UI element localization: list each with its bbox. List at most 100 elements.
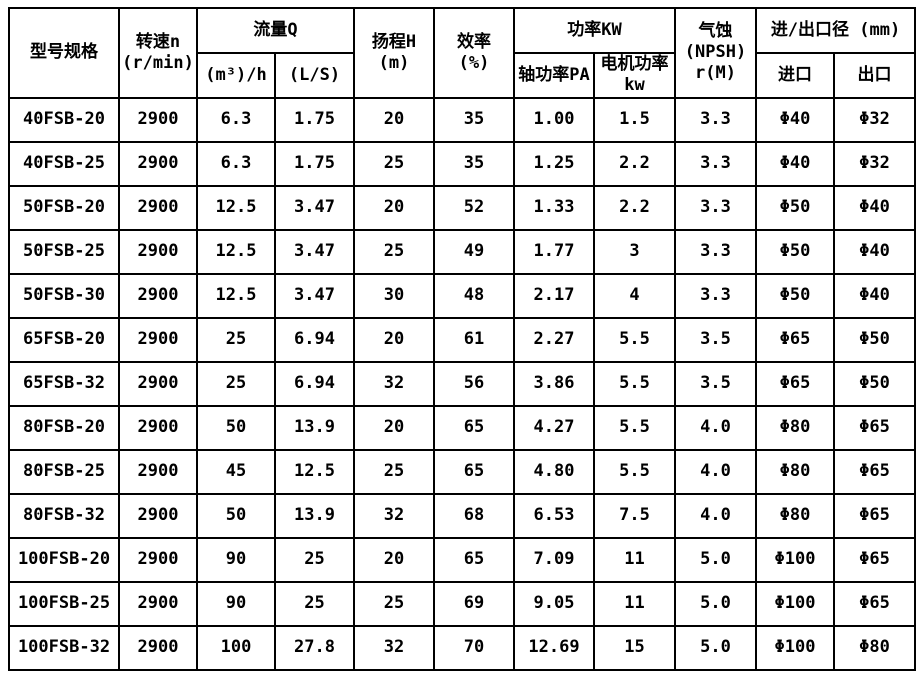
table-row: 40FSB-20 2900 6.3 1.75 20 35 1.00 1.5 3.3 Φ40 Φ32 (8, 96, 917, 143)
table-cell: Φ65 (833, 580, 917, 627)
table-row: 40FSB-25 2900 6.3 1.75 25 35 1.25 2.2 3.3 Φ40 Φ32 (8, 140, 917, 187)
table-cell: Φ50 (755, 228, 836, 275)
table-cell: 6.3 (196, 96, 276, 143)
table-cell: 20 (353, 404, 435, 451)
table-cell: 2900 (118, 96, 198, 143)
table-cell: 5.0 (674, 624, 758, 671)
table-cell: 50 (196, 492, 276, 539)
table-cell: 32 (353, 360, 435, 407)
table-cell: Φ65 (833, 404, 917, 451)
table-cell: Φ50 (755, 272, 836, 319)
table-cell: 5.5 (592, 360, 677, 407)
table-cell: 70 (433, 624, 515, 671)
table-cell: 61 (433, 316, 515, 363)
table-cell: 65FSB-20 (8, 316, 120, 363)
table-cell: 25 (353, 140, 435, 187)
header-ports: 进/出口径 (mm) (755, 7, 917, 54)
header-npsh: 气蚀 (NPSH) r(M) (674, 7, 758, 99)
table-cell: 12.5 (274, 448, 355, 495)
table-cell: Φ65 (833, 536, 917, 583)
table-cell: 50FSB-25 (8, 228, 120, 275)
table-cell: Φ100 (755, 536, 836, 583)
table-cell: 9.05 (513, 580, 595, 627)
header-head: 扬程H (m) (353, 7, 435, 99)
table-row: 100FSB-32 2900 100 27.8 32 70 12.69 15 5.0 Φ100 Φ8… (8, 624, 917, 671)
table-cell: 2900 (118, 536, 198, 583)
table-cell: Φ50 (755, 184, 836, 231)
table-cell: Φ40 (755, 140, 836, 187)
table-cell: 100 (196, 624, 276, 671)
table-cell: 3.5 (674, 316, 758, 363)
table-cell: Φ100 (755, 580, 836, 627)
table-cell: 5.0 (674, 580, 758, 627)
table-cell: 11 (592, 536, 677, 583)
table-cell: 25 (353, 580, 435, 627)
table-body: 40FSB-20 2900 6.3 1.75 20 35 1.00 1.5 3.3 Φ40 Φ32 4… (8, 96, 917, 671)
table-cell: 4.0 (674, 404, 758, 451)
table-cell: Φ40 (755, 96, 836, 143)
table-row: 80FSB-32 2900 50 13.9 32 68 6.53 7.5 4.0 Φ80 Φ65 (8, 492, 917, 539)
table-cell: 5.5 (592, 404, 677, 451)
table-cell: 40FSB-20 (8, 96, 120, 143)
table-cell: 80FSB-20 (8, 404, 120, 451)
table-cell: 25 (274, 580, 355, 627)
table-cell: 25 (196, 360, 276, 407)
table-cell: 65 (433, 448, 515, 495)
table-cell: 2900 (118, 624, 198, 671)
table-cell: 3.47 (274, 184, 355, 231)
table-cell: 30 (353, 272, 435, 319)
table-cell: 2900 (118, 360, 198, 407)
table-cell: Φ80 (755, 448, 836, 495)
table-cell: Φ32 (833, 96, 917, 143)
table-cell: 6.3 (196, 140, 276, 187)
table-cell: Φ65 (755, 316, 836, 363)
table-cell: Φ40 (833, 272, 917, 319)
table-cell: 4.0 (674, 492, 758, 539)
table-cell: 65FSB-32 (8, 360, 120, 407)
table-row: 50FSB-30 2900 12.5 3.47 30 48 2.17 4 3.3 Φ50 Φ40 (8, 272, 917, 319)
table-row: 100FSB-25 2900 90 25 25 69 9.05 11 5.0 Φ100 Φ65 (8, 580, 917, 627)
table-cell: 13.9 (274, 492, 355, 539)
table-cell: 12.5 (196, 272, 276, 319)
table-cell: 12.69 (513, 624, 595, 671)
table-cell: 4.0 (674, 448, 758, 495)
table-cell: 1.75 (274, 140, 355, 187)
table-cell: 3.3 (674, 228, 758, 275)
table-cell: 65 (433, 536, 515, 583)
table-cell: 69 (433, 580, 515, 627)
table-cell: 3.5 (674, 360, 758, 407)
table-cell: Φ32 (833, 140, 917, 187)
table-cell: 20 (353, 184, 435, 231)
table-cell: 7.09 (513, 536, 595, 583)
table-cell: 52 (433, 184, 515, 231)
table-cell: Φ40 (833, 184, 917, 231)
table-row: 50FSB-25 2900 12.5 3.47 25 49 1.77 3 3.3 Φ50 Φ40 (8, 228, 917, 275)
table-cell: 80FSB-32 (8, 492, 120, 539)
table-cell: 56 (433, 360, 515, 407)
table-cell: Φ100 (755, 624, 836, 671)
table-cell: 2900 (118, 448, 198, 495)
table-row: 80FSB-20 2900 50 13.9 20 65 4.27 5.5 4.0 Φ80 Φ65 (8, 404, 917, 451)
table-cell: 2900 (118, 272, 198, 319)
table-cell: Φ40 (833, 228, 917, 275)
table-cell: 7.5 (592, 492, 677, 539)
table-cell: 2.27 (513, 316, 595, 363)
table-cell: 68 (433, 492, 515, 539)
table-cell: 12.5 (196, 184, 276, 231)
pump-spec-table: 型号规格 转速n (r/min) 流量Q 扬程H (m) 效率 (%) 功率KW… (8, 7, 917, 671)
table-row: 50FSB-20 2900 12.5 3.47 20 52 1.33 2.2 3.3 Φ50 Φ40 (8, 184, 917, 231)
header-outlet: 出口 (833, 52, 917, 99)
table-row: 80FSB-25 2900 45 12.5 25 65 4.80 5.5 4.0 Φ80 Φ65 (8, 448, 917, 495)
table-cell: 20 (353, 316, 435, 363)
table-cell: 2900 (118, 316, 198, 363)
table-cell: 20 (353, 96, 435, 143)
table-cell: 4.80 (513, 448, 595, 495)
table-cell: 32 (353, 624, 435, 671)
table-cell: 3 (592, 228, 677, 275)
table-cell: 1.25 (513, 140, 595, 187)
table-cell: 5.0 (674, 536, 758, 583)
table-cell: 3.47 (274, 272, 355, 319)
header-efficiency: 效率 (%) (433, 7, 515, 99)
header-power-motor: 电机功率 kw (592, 52, 677, 99)
table-cell: 65 (433, 404, 515, 451)
